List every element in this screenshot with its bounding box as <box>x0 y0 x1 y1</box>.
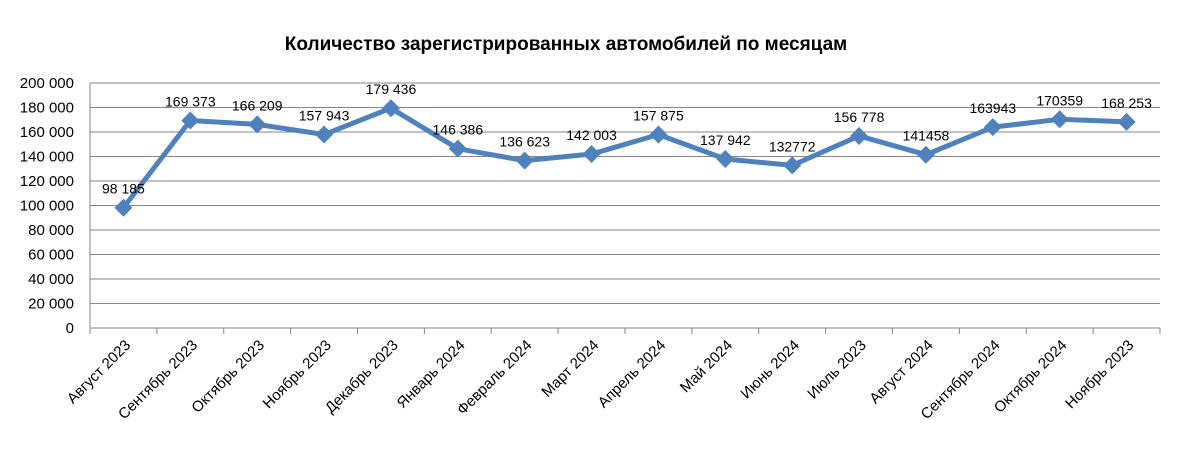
data-point-marker <box>582 145 601 164</box>
data-point-marker <box>381 99 400 118</box>
y-tick-label: 160 000 <box>20 124 74 141</box>
x-tick-label: Март 2024 <box>538 337 602 401</box>
x-tick-label: Август 2024 <box>866 337 936 407</box>
y-tick-label: 200 000 <box>20 75 74 92</box>
data-label: 141458 <box>903 128 950 144</box>
data-label: 136 623 <box>499 134 550 150</box>
x-tick-label: Ноябрь 2023 <box>260 337 335 412</box>
data-label: 168 253 <box>1101 95 1152 111</box>
data-point-marker <box>1117 112 1136 131</box>
data-point-marker <box>916 145 935 164</box>
y-tick-label: 20 000 <box>28 296 74 313</box>
data-label: 98 185 <box>102 181 145 197</box>
x-tick-label: Июль 2023 <box>804 337 870 403</box>
x-tick-label: Ноябрь 2023 <box>1062 337 1137 412</box>
data-point-marker <box>181 111 200 130</box>
x-tick-label: Июнь 2024 <box>737 337 803 403</box>
data-label: 166 209 <box>232 97 283 113</box>
y-tick-label: 180 000 <box>20 100 74 117</box>
data-point-marker <box>1050 110 1069 129</box>
x-tick-label: Январь 2024 <box>394 337 469 412</box>
data-label: 169 373 <box>165 94 216 110</box>
x-tick-label: Апрель 2024 <box>595 337 670 412</box>
y-tick-label: 40 000 <box>28 271 74 288</box>
data-point-marker <box>448 139 467 158</box>
data-point-marker <box>649 125 668 144</box>
y-tick-label: 0 <box>66 320 74 337</box>
data-point-marker <box>515 151 534 170</box>
y-tick-label: 120 000 <box>20 173 74 190</box>
data-label: 170359 <box>1036 92 1083 108</box>
y-tick-label: 80 000 <box>28 222 74 239</box>
data-label: 137 942 <box>700 132 751 148</box>
y-tick-label: 140 000 <box>20 149 74 166</box>
data-label: 132772 <box>769 138 816 154</box>
data-point-marker <box>315 125 334 144</box>
data-label: 156 778 <box>834 109 885 125</box>
y-tick-label: 60 000 <box>28 247 74 264</box>
chart-title: Количество зарегистрированных автомобиле… <box>285 34 847 55</box>
data-label: 179 436 <box>366 81 417 97</box>
data-point-marker <box>983 118 1002 137</box>
y-tick-label: 100 000 <box>20 198 74 215</box>
data-label: 157 875 <box>633 108 684 124</box>
data-point-marker <box>716 150 735 169</box>
data-point-marker <box>850 126 869 145</box>
data-point-marker <box>114 198 133 217</box>
x-tick-label: Май 2024 <box>677 337 736 396</box>
y-axis-tick-labels: 0 20 000 40 000 60 000 80 000 100 000 120 000 1… <box>20 75 74 337</box>
series-layer <box>114 99 1136 217</box>
x-tick-label: Август 2023 <box>64 337 134 407</box>
data-label-layer: 98 185 169 373 166 209 157 943 179 436 146 38… <box>102 81 1152 197</box>
data-label: 157 943 <box>299 108 350 124</box>
data-label: 163943 <box>969 100 1016 116</box>
series-line <box>120 105 1130 211</box>
data-point-marker <box>248 115 267 134</box>
data-label: 142 003 <box>566 127 617 143</box>
data-point-marker <box>783 156 802 175</box>
grid-layer <box>89 82 1161 334</box>
data-label: 146 386 <box>433 122 484 138</box>
